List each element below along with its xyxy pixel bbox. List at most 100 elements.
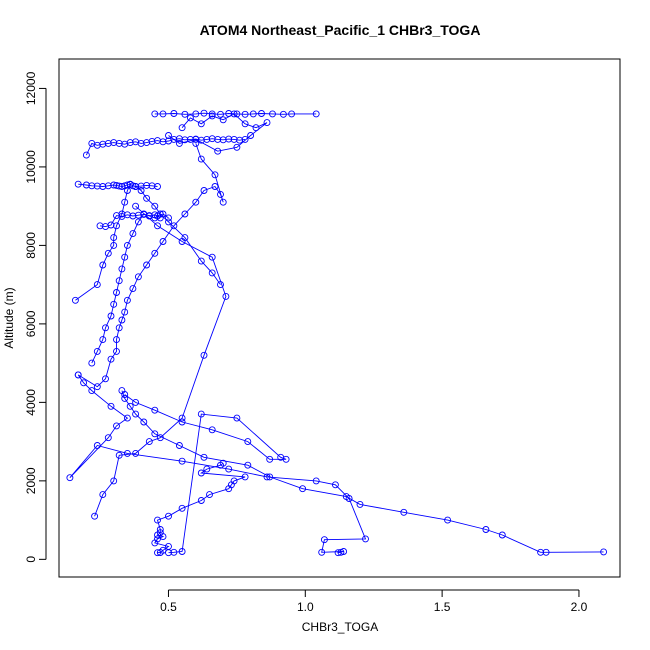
series-line	[121, 390, 604, 553]
data-point	[82, 151, 90, 159]
data-point	[93, 281, 101, 289]
data-point	[159, 238, 167, 245]
data-point	[279, 110, 287, 118]
data-point	[225, 135, 233, 143]
data-point	[444, 516, 452, 524]
data-point	[170, 222, 178, 230]
data-point	[178, 124, 186, 132]
data-point	[178, 457, 186, 465]
data-point	[156, 214, 164, 222]
data-point	[151, 430, 159, 438]
data-point	[134, 218, 142, 226]
data-point	[197, 257, 205, 265]
data-point	[143, 181, 151, 189]
data-point	[178, 504, 186, 512]
data-point	[154, 516, 161, 524]
data-point	[197, 410, 205, 418]
data-point	[498, 531, 506, 539]
data-point	[145, 438, 153, 446]
data-point	[219, 198, 227, 206]
data-point	[537, 548, 545, 556]
data-point	[132, 410, 140, 418]
data-point	[88, 182, 96, 190]
data-point	[134, 211, 142, 219]
data-point	[200, 351, 208, 359]
data-point	[132, 449, 140, 457]
data-point	[181, 136, 189, 144]
y-tick-label: 2000	[24, 467, 38, 494]
data-point	[132, 183, 140, 190]
data-point	[600, 548, 608, 556]
data-point	[266, 455, 274, 463]
data-point	[249, 110, 257, 118]
data-point	[88, 387, 96, 395]
data-point	[129, 230, 137, 238]
data-point	[211, 183, 219, 190]
data-point	[93, 442, 101, 449]
chart-title: ATOM4 Northeast_Pacific_1 CHBr3_TOGA	[200, 22, 481, 38]
data-point	[214, 135, 222, 143]
x-axis: 0.5 1.0 1.5 2.0	[160, 589, 588, 614]
data-point	[132, 202, 140, 210]
data-point	[197, 120, 205, 128]
data-point	[200, 109, 208, 117]
data-point	[110, 234, 118, 242]
data-point	[113, 336, 120, 344]
data-point	[74, 371, 82, 379]
data-point	[115, 182, 123, 190]
data-point	[233, 414, 241, 422]
data-point	[140, 418, 148, 426]
data-point	[104, 249, 112, 257]
data-point	[219, 116, 227, 124]
data-point	[104, 434, 112, 442]
data-point	[74, 180, 82, 188]
data-point	[345, 495, 353, 502]
data-point	[143, 194, 151, 202]
data-point	[126, 139, 134, 147]
data-point	[217, 190, 224, 198]
data-point	[165, 218, 172, 226]
data-point	[102, 324, 109, 332]
data-point	[91, 512, 99, 520]
data-point	[99, 261, 107, 269]
data-point	[197, 469, 205, 477]
data-point	[241, 110, 249, 118]
x-axis-label: CHBr3_TOGA	[302, 620, 378, 634]
data-point	[217, 110, 224, 118]
data-point	[113, 212, 120, 220]
series-line	[94, 205, 227, 517]
x-tick-label: 1.0	[297, 600, 314, 614]
data-point	[263, 119, 271, 127]
data-point	[129, 182, 137, 190]
data-point	[165, 512, 172, 520]
data-point	[230, 110, 238, 118]
data-point	[115, 277, 123, 285]
data-point	[99, 336, 107, 344]
data-point	[121, 308, 129, 316]
data-point	[241, 135, 249, 143]
data-point	[269, 110, 276, 118]
data-point	[208, 426, 216, 434]
data-point	[288, 110, 296, 118]
series-layer	[66, 109, 608, 557]
data-point	[192, 110, 200, 118]
series-line	[77, 143, 224, 388]
data-point	[222, 292, 230, 300]
y-tick-label: 4000	[24, 389, 38, 416]
data-point	[132, 398, 140, 406]
data-point	[123, 296, 131, 304]
data-point	[178, 548, 186, 555]
data-point	[181, 234, 189, 242]
data-point	[82, 181, 90, 189]
data-point	[118, 316, 126, 324]
data-point	[113, 422, 120, 430]
data-point	[88, 359, 96, 367]
data-point	[192, 139, 200, 147]
data-point	[151, 406, 159, 414]
data-point	[200, 187, 208, 194]
data-point	[208, 110, 216, 118]
data-point	[282, 455, 290, 463]
data-point	[154, 549, 161, 557]
data-point	[178, 414, 186, 422]
y-tick-label: 10000	[24, 150, 38, 184]
